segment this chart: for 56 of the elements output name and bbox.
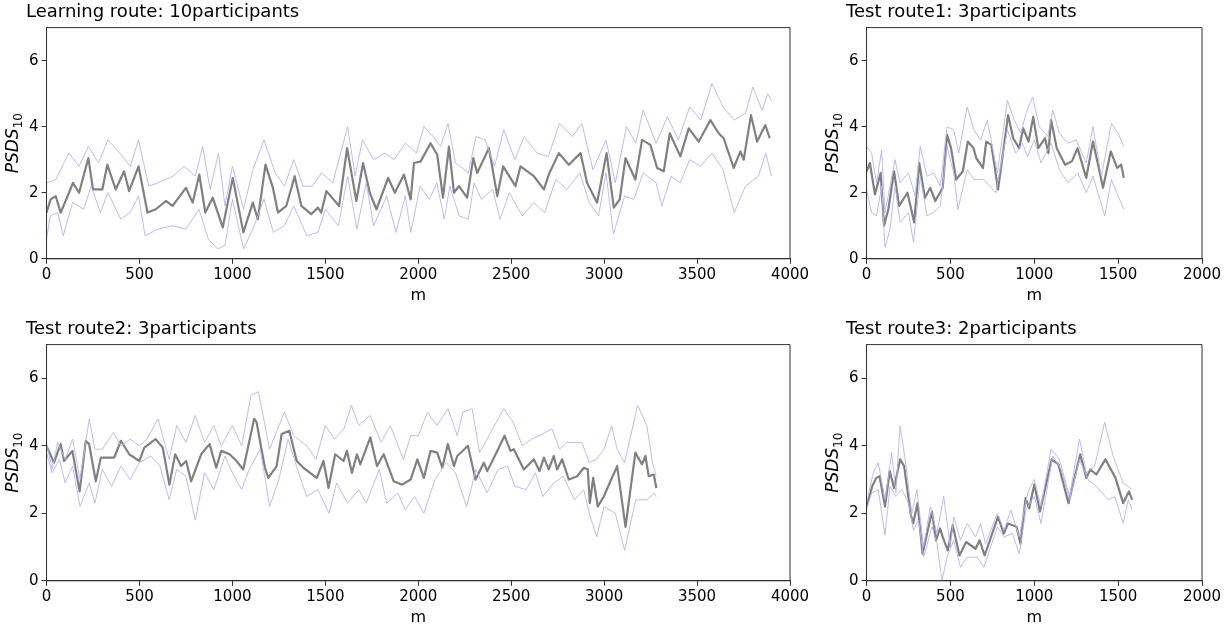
y-tick-label: 6 [29,50,39,69]
x-tick-label: 1000 [213,586,252,605]
x-tick-label: 3500 [677,264,717,283]
x-tick-label: 2500 [492,264,531,283]
y-axis-title: PSDS10 [2,432,26,493]
chart-title: Test route1: 3participants [845,0,1077,22]
x-axis-title: m [1026,606,1043,626]
y-tick-label: 4 [29,435,39,454]
y-axis-title: PSDS10 [822,432,846,493]
x-tick-label: 500 [125,586,154,605]
x-axis-title: m [410,606,427,626]
y-tick-label: 6 [29,368,39,387]
y-tick-label: 0 [29,570,39,589]
x-tick-label: 2500 [492,586,531,605]
x-axis-title: m [410,284,427,304]
y-axis-title: PSDS10 [2,113,26,174]
y-tick-label: 0 [849,248,859,267]
y-tick-label: 4 [849,116,859,135]
x-tick-label: 500 [125,264,154,283]
y-tick-label: 2 [29,503,39,522]
y-tick-label: 2 [849,182,859,201]
x-tick-label: 1000 [1015,586,1054,605]
x-tick-label: 3000 [585,264,624,283]
x-tick-label: 0 [861,586,872,605]
x-tick-label: 1500 [306,586,345,605]
x-tick-label: 3000 [585,586,624,605]
x-tick-label: 1500 [1099,586,1138,605]
y-tick-label: 6 [849,50,859,69]
x-tick-label: 1000 [1015,264,1054,283]
x-tick-label: 4000 [770,586,810,605]
x-tick-label: 500 [936,586,965,605]
x-tick-label: 4000 [770,264,810,283]
y-tick-label: 0 [29,248,39,267]
y-tick-label: 2 [29,182,39,201]
y-tick-label: 4 [849,435,859,454]
x-tick-label: 1500 [306,264,345,283]
y-tick-label: 6 [849,368,859,387]
x-tick-label: 0 [41,264,52,283]
x-tick-label: 2000 [399,586,438,605]
chart-title: Test route3: 2participants [845,317,1077,339]
x-tick-label: 500 [936,264,965,283]
x-tick-label: 2000 [399,264,438,283]
x-tick-label: 1000 [213,264,252,283]
x-axis-title: m [1026,284,1043,304]
x-tick-label: 3500 [677,586,717,605]
x-tick-label: 1500 [1099,264,1138,283]
y-tick-label: 2 [849,503,859,522]
chart-title: Test route2: 3participants [25,317,257,339]
x-tick-label: 0 [41,586,52,605]
x-tick-label: 0 [861,264,872,283]
x-tick-label: 2000 [1182,264,1222,283]
y-tick-label: 4 [29,116,39,135]
y-tick-label: 0 [849,570,859,589]
chart-title: Learning route: 10participants [26,0,300,22]
x-tick-label: 2000 [1182,586,1222,605]
y-axis-title: PSDS10 [822,113,846,174]
